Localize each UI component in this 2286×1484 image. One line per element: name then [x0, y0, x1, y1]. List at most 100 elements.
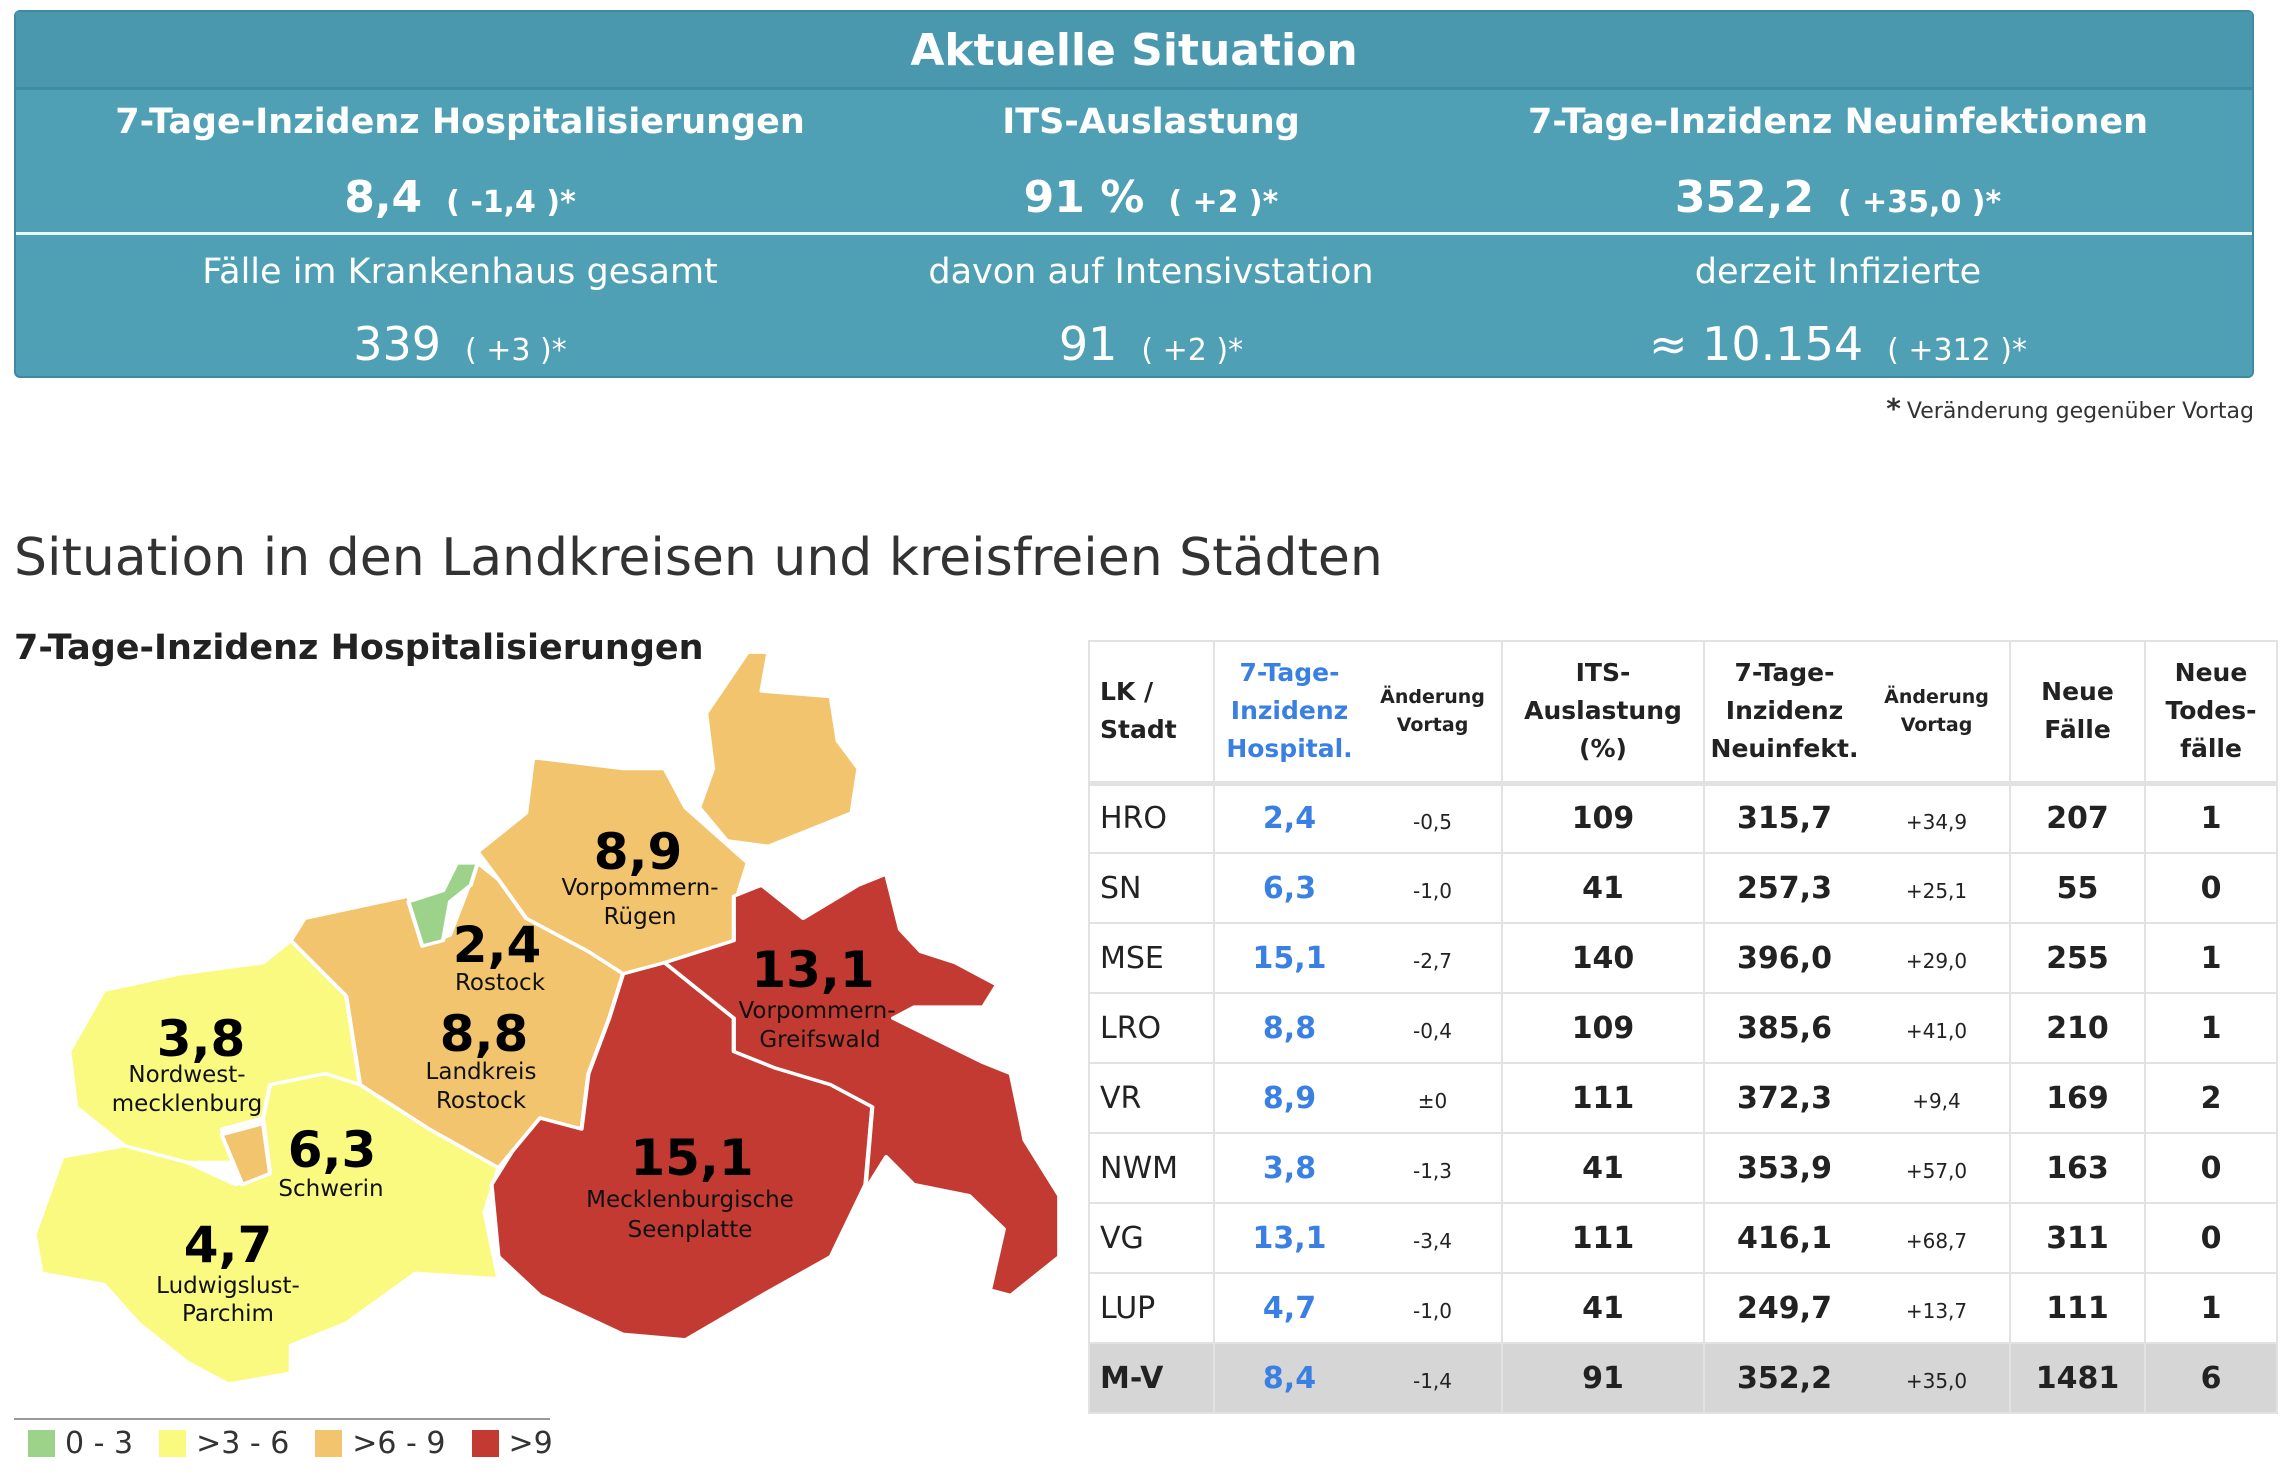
legend-swatch — [471, 1430, 499, 1457]
cell-neu-chg: +13,7 — [1864, 1273, 2010, 1344]
cell-hosp: 4,7 — [1213, 1273, 1364, 1344]
map-value-hro: 2,4 — [452, 916, 542, 974]
kpi-value: 352,2 — [1674, 172, 1815, 223]
cell-tod: 6 — [2144, 1343, 2277, 1414]
cell-neu-chg: +25,1 — [1864, 853, 2010, 924]
stat-change: ( +312 )* — [1887, 333, 2027, 368]
map-value-lup: 4,7 — [183, 1216, 273, 1274]
cell-neu: 385,6 — [1703, 993, 1864, 1064]
col-faelle[interactable]: Neue Fälle — [2009, 641, 2145, 786]
cell-neu: 315,7 — [1703, 783, 1864, 854]
cell-faelle: 255 — [2009, 923, 2145, 994]
cell-its: 91 — [1501, 1343, 1704, 1414]
col-its[interactable]: ITS-Auslastung (%) — [1501, 641, 1704, 786]
kpi-label-its: ITS-Auslastung — [1002, 102, 1300, 142]
col-neu[interactable]: 7-Tage-Inzidenz Neuinfekt. — [1703, 641, 1864, 786]
cell-lk: NWM — [1089, 1133, 1214, 1204]
col-lk[interactable]: LK / Stadt — [1089, 641, 1214, 786]
stat-label-infected: derzeit Infizierte — [1694, 252, 1982, 292]
table-row: LUP 4,7 -1,0 41 249,7 +13,7 111 1 — [1089, 1273, 2277, 1344]
cell-tod: 1 — [2144, 1273, 2277, 1344]
cell-hosp: 2,4 — [1213, 783, 1364, 854]
stat-infected: ≈ 10.154 ( +312 )* — [1488, 317, 2188, 371]
table-row: VG 13,1 -3,4 111 416,1 +68,7 311 0 — [1089, 1203, 2277, 1274]
stat-icu: 91 ( +2 )* — [801, 317, 1501, 371]
cell-lk: MSE — [1089, 923, 1214, 994]
cell-its: 111 — [1501, 1063, 1704, 1134]
map-label-lup-2: Parchim — [182, 1301, 274, 1327]
map-label-mse: Mecklenburgische — [586, 1187, 794, 1213]
kpi-value: 91 % — [1023, 172, 1145, 223]
cell-hosp: 13,1 — [1213, 1203, 1364, 1274]
region-SN[interactable] — [219, 1121, 273, 1187]
cell-neu: 396,0 — [1703, 923, 1864, 994]
stat-value: ≈ 10.154 — [1648, 317, 1864, 371]
cell-neu: 249,7 — [1703, 1273, 1864, 1344]
map-value-lro: 8,8 — [439, 1005, 529, 1063]
legend-swatch — [28, 1430, 55, 1457]
stat-change: ( +2 )* — [1141, 333, 1244, 368]
col-neu-change[interactable]: Änderung Vortag — [1864, 641, 2010, 786]
col-hosp[interactable]: 7-Tage-Inzidenz Hospital. — [1213, 641, 1364, 786]
cell-hosp: 8,4 — [1213, 1343, 1364, 1414]
cell-its: 41 — [1501, 1133, 1704, 1204]
map-value-mse: 15,1 — [630, 1129, 754, 1187]
map-label-sn: Schwerin — [278, 1176, 384, 1202]
cell-faelle: 207 — [2009, 783, 2145, 854]
kpi-value: 8,4 — [344, 172, 423, 223]
cell-hosp: 3,8 — [1213, 1133, 1364, 1204]
cell-neu: 416,1 — [1703, 1203, 1864, 1274]
region-VR-ruegen[interactable] — [697, 650, 861, 848]
map-value-sn: 6,3 — [287, 1121, 377, 1179]
summary-panel: Aktuelle Situation 7-Tage-Inzidenz Hospi… — [14, 10, 2254, 378]
cell-lk: SN — [1089, 853, 1214, 924]
cell-faelle: 311 — [2009, 1203, 2145, 1274]
cell-neu-chg: +29,0 — [1864, 923, 2010, 994]
district-table: LK / Stadt 7-Tage-Inzidenz Hospital. Änd… — [1088, 640, 2278, 1414]
table-row: HRO 2,4 -0,5 109 315,7 +34,9 207 1 — [1089, 783, 2277, 854]
cell-hosp-chg: -1,3 — [1364, 1133, 1502, 1204]
cell-lk: HRO — [1089, 783, 1214, 854]
table-row: LRO 8,8 -0,4 109 385,6 +41,0 210 1 — [1089, 993, 2277, 1064]
footnote-mark: * — [1886, 392, 1901, 425]
region-VG[interactable] — [662, 872, 1062, 1298]
cell-faelle: 1481 — [2009, 1343, 2145, 1414]
kpi-neu: 352,2 ( +35,0 )* — [1488, 172, 2188, 223]
legend-swatch — [315, 1430, 343, 1457]
map-label-vg-2: Greifswald — [759, 1027, 881, 1053]
cell-hosp-chg: -1,0 — [1364, 853, 1502, 924]
region-HRO[interactable] — [406, 861, 480, 948]
map-value-nwm: 3,8 — [156, 1010, 246, 1068]
cell-its: 109 — [1501, 783, 1704, 854]
map-label-vg: Vorpommern- — [738, 998, 896, 1024]
cell-neu-chg: +41,0 — [1864, 993, 2010, 1064]
legend-item: 0 - 3 — [28, 1426, 133, 1461]
cell-neu: 352,2 — [1703, 1343, 1864, 1414]
footnote: * Veränderung gegenüber Vortag — [1886, 392, 2254, 425]
legend-item: >3 - 6 — [159, 1426, 289, 1461]
divider — [16, 232, 2252, 235]
cell-its: 109 — [1501, 993, 1704, 1064]
kpi-its: 91 % ( +2 )* — [801, 172, 1501, 223]
table-row-total: M-V 8,4 -1,4 91 352,2 +35,0 1481 6 — [1089, 1343, 2277, 1414]
cell-neu-chg: +35,0 — [1864, 1343, 2010, 1414]
cell-tod: 1 — [2144, 923, 2277, 994]
kpi-label-hosp: 7-Tage-Inzidenz Hospitalisierungen — [115, 102, 805, 142]
cell-hosp-chg: -3,4 — [1364, 1203, 1502, 1274]
kpi-change: ( -1,4 )* — [446, 185, 576, 220]
col-tod[interactable]: Neue Todes-fälle — [2144, 641, 2277, 786]
legend-label: 0 - 3 — [65, 1426, 134, 1461]
cell-hosp: 8,8 — [1213, 993, 1364, 1064]
table-row: SN 6,3 -1,0 41 257,3 +25,1 55 0 — [1089, 853, 2277, 924]
cell-hosp-chg: -0,4 — [1364, 993, 1502, 1064]
map-label-lup: Ludwigslust- — [156, 1273, 300, 1299]
cell-neu: 353,9 — [1703, 1133, 1864, 1204]
stat-value: 91 — [1058, 317, 1118, 371]
legend-label: >6 - 9 — [352, 1426, 446, 1461]
map-label-lro-2: Rostock — [435, 1088, 527, 1114]
map-title: 7-Tage-Inzidenz Hospitalisierungen — [14, 628, 704, 668]
cell-lk: LRO — [1089, 993, 1214, 1064]
col-hosp-change[interactable]: Änderung Vortag — [1364, 641, 1502, 786]
map-label-nwm: Nordwest- — [128, 1062, 246, 1088]
cell-hosp: 6,3 — [1213, 853, 1364, 924]
